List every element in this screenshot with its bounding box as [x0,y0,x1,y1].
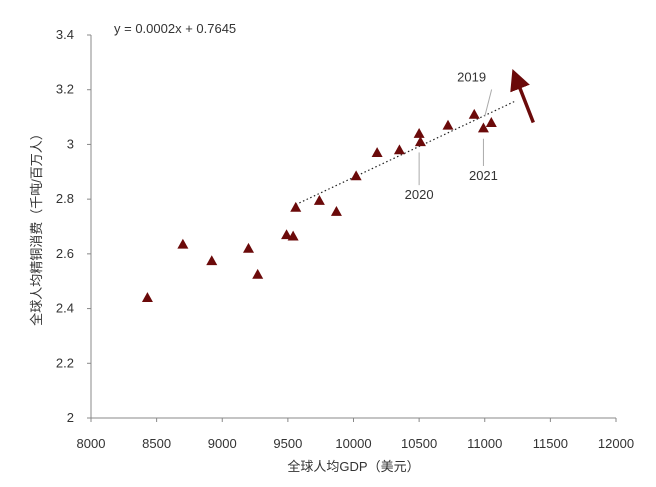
data-point-marker [393,144,405,155]
x-tick-label: 11500 [533,436,568,451]
y-tick-label: 2 [67,410,74,425]
x-tick-label: 8000 [77,436,106,451]
y-tick-label: 3.4 [56,27,74,42]
arrow-layer [510,68,535,124]
points-layer [141,108,497,303]
data-point-marker [477,122,489,133]
x-tick-label: 10000 [335,436,371,451]
trendline [295,100,517,206]
trend-arrow [510,68,535,124]
x-tick-label: 9500 [273,436,302,451]
x-tick-label: 8500 [142,436,171,451]
data-point-marker [442,119,454,130]
data-point-marker [252,268,264,279]
data-point-marker [281,229,293,240]
callout-layer [418,89,493,186]
data-point-marker [350,170,362,181]
y-tick-label: 2.8 [56,191,74,206]
x-tick-label: 10500 [401,436,437,451]
y-tick-label: 3 [67,136,74,151]
data-point-marker [371,147,383,158]
trendline-layer [295,100,517,206]
data-point-marker [414,136,426,147]
data-point-marker [290,201,302,212]
annotation-label: 2020 [405,187,434,202]
trendline-equation: y = 0.0002x + 0.7645 [114,21,236,36]
data-point-marker [485,117,497,127]
y-tick-label: 3.2 [56,82,74,97]
x-tick-label: 12000 [598,436,634,451]
x-axis-title: 全球人均GDP（美元） [287,459,419,474]
data-point-marker [468,108,480,119]
data-point-marker [313,195,325,205]
data-point-marker [141,292,153,303]
callout-line [484,89,493,117]
annotation-label: 2019 [457,70,486,85]
axes-layer: 2 2.2 2.4 2.6 2.8 3 3.2 3.4 8000 8500 9000 9500 1000… [29,27,634,474]
x-tick-label: 11000 [467,436,502,451]
y-tick-label: 2.2 [56,355,74,370]
y-tick-label: 2.6 [56,246,74,261]
data-point-marker [413,127,425,138]
data-point-marker [243,242,254,253]
y-tick-label: 2.4 [56,301,74,316]
x-tick-label: 9000 [208,436,237,451]
labels-layer: y = 0.0002x + 0.7645 2019 2020 2021 [114,21,498,202]
data-point-marker [330,205,342,216]
annotation-label: 2021 [469,168,498,183]
data-point-marker [177,238,189,249]
y-axis-title: 全球人均精铜消费（千吨/百万人） [29,127,44,326]
data-point-marker [287,230,299,241]
data-point-marker [206,255,218,266]
